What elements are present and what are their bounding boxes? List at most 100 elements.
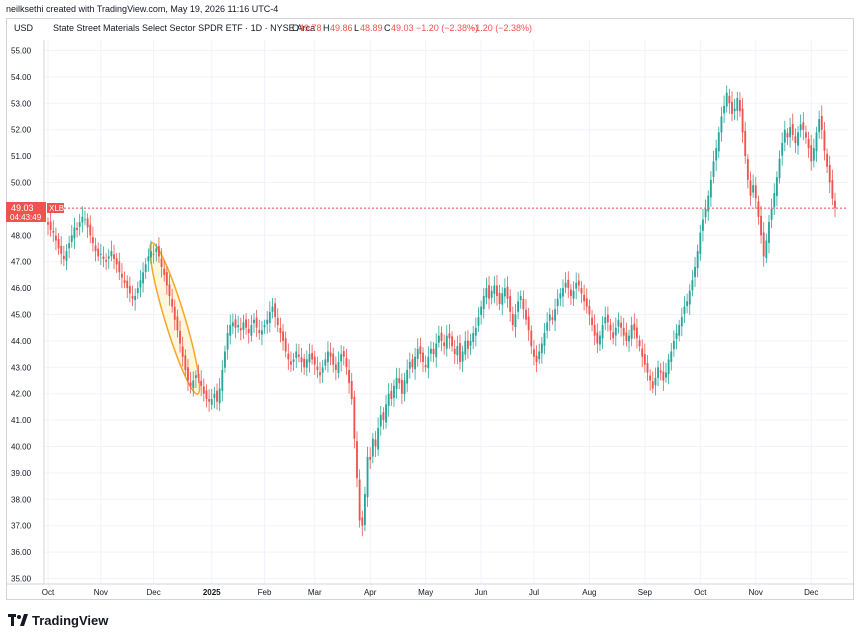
candle [115,252,118,273]
y-tick-label: 39.00 [11,469,32,478]
candle [649,369,652,391]
candle [311,344,314,365]
candle [366,446,369,507]
candle [754,177,757,209]
candle [680,307,683,337]
candle [435,333,438,368]
candle [290,351,292,372]
x-tick-label: Feb [258,588,272,597]
candle [121,263,123,288]
open-value: 49.78 [299,23,322,33]
candle [775,171,778,207]
candle [720,106,723,142]
y-tick-label: 54.00 [11,73,32,82]
highlight-ellipses [149,241,201,395]
candle [691,270,694,297]
x-tick-label: Apr [364,588,377,597]
candle [694,256,696,287]
change-1: −1.20 (−2.38%) [416,23,478,33]
candle [464,331,467,361]
y-tick-label: 55.00 [11,47,32,56]
y-tick-label: 52.00 [11,126,32,135]
candle [245,312,247,335]
candle [276,308,279,332]
candle [202,378,205,402]
candle [86,213,89,238]
candle [453,340,456,365]
y-tick-label: 35.00 [11,575,32,584]
candle [52,220,55,243]
candle [459,334,461,370]
candle [184,349,187,376]
candle [78,213,81,236]
candle [213,386,216,409]
candle [728,88,731,114]
candle [794,128,797,153]
y-axis: 55.0054.0053.0052.0051.0050.0049.0048.00… [6,40,854,585]
tradingview-logo-icon [8,614,28,626]
candle [717,126,720,159]
candle [216,383,218,410]
candle [242,314,245,339]
candle [271,297,274,319]
candle [160,248,163,278]
candle [490,285,493,305]
candle [638,335,641,352]
candle [506,276,509,308]
candle [255,309,258,337]
close-value: 49.03 [391,23,414,33]
candle [469,333,472,355]
candle [704,199,707,224]
candle [107,248,110,269]
candle [210,388,213,410]
candle [556,289,559,315]
candle [416,338,419,367]
candle [525,299,527,326]
candle [171,288,174,313]
candle [250,314,253,342]
candle [675,324,678,350]
candle [823,121,826,161]
x-tick-label: Oct [42,588,55,597]
candle [622,317,625,346]
candle [752,174,755,198]
candle [588,299,591,326]
x-tick-label: Jul [529,588,539,597]
candle [805,125,807,144]
candle [247,318,250,344]
candle [707,190,710,221]
candle [263,319,266,334]
candle [591,309,593,332]
candle [379,406,382,436]
candle [501,287,504,316]
candle [696,244,699,278]
candle [667,353,670,385]
candle [47,217,49,236]
x-tick-label: Mar [308,588,322,597]
candle [224,345,226,373]
candle [736,91,739,121]
candle [783,120,786,152]
candle [802,112,805,141]
candle [406,359,409,393]
candle [781,132,784,166]
candle [374,431,377,458]
candle [89,215,92,244]
candle [503,278,506,304]
candle [165,266,168,295]
candle [218,378,221,412]
y-tick-label: 51.00 [11,152,32,161]
candle [812,138,815,168]
y-tick-label: 45.00 [11,311,32,320]
candle [189,371,192,394]
candle [432,342,435,363]
y-tick-label: 40.00 [11,443,32,452]
candle [147,248,150,272]
candle [226,324,229,360]
high-value: 49.86 [330,23,353,33]
candle [266,311,269,334]
candle [474,317,477,347]
candle [105,253,108,270]
candle [395,367,398,399]
